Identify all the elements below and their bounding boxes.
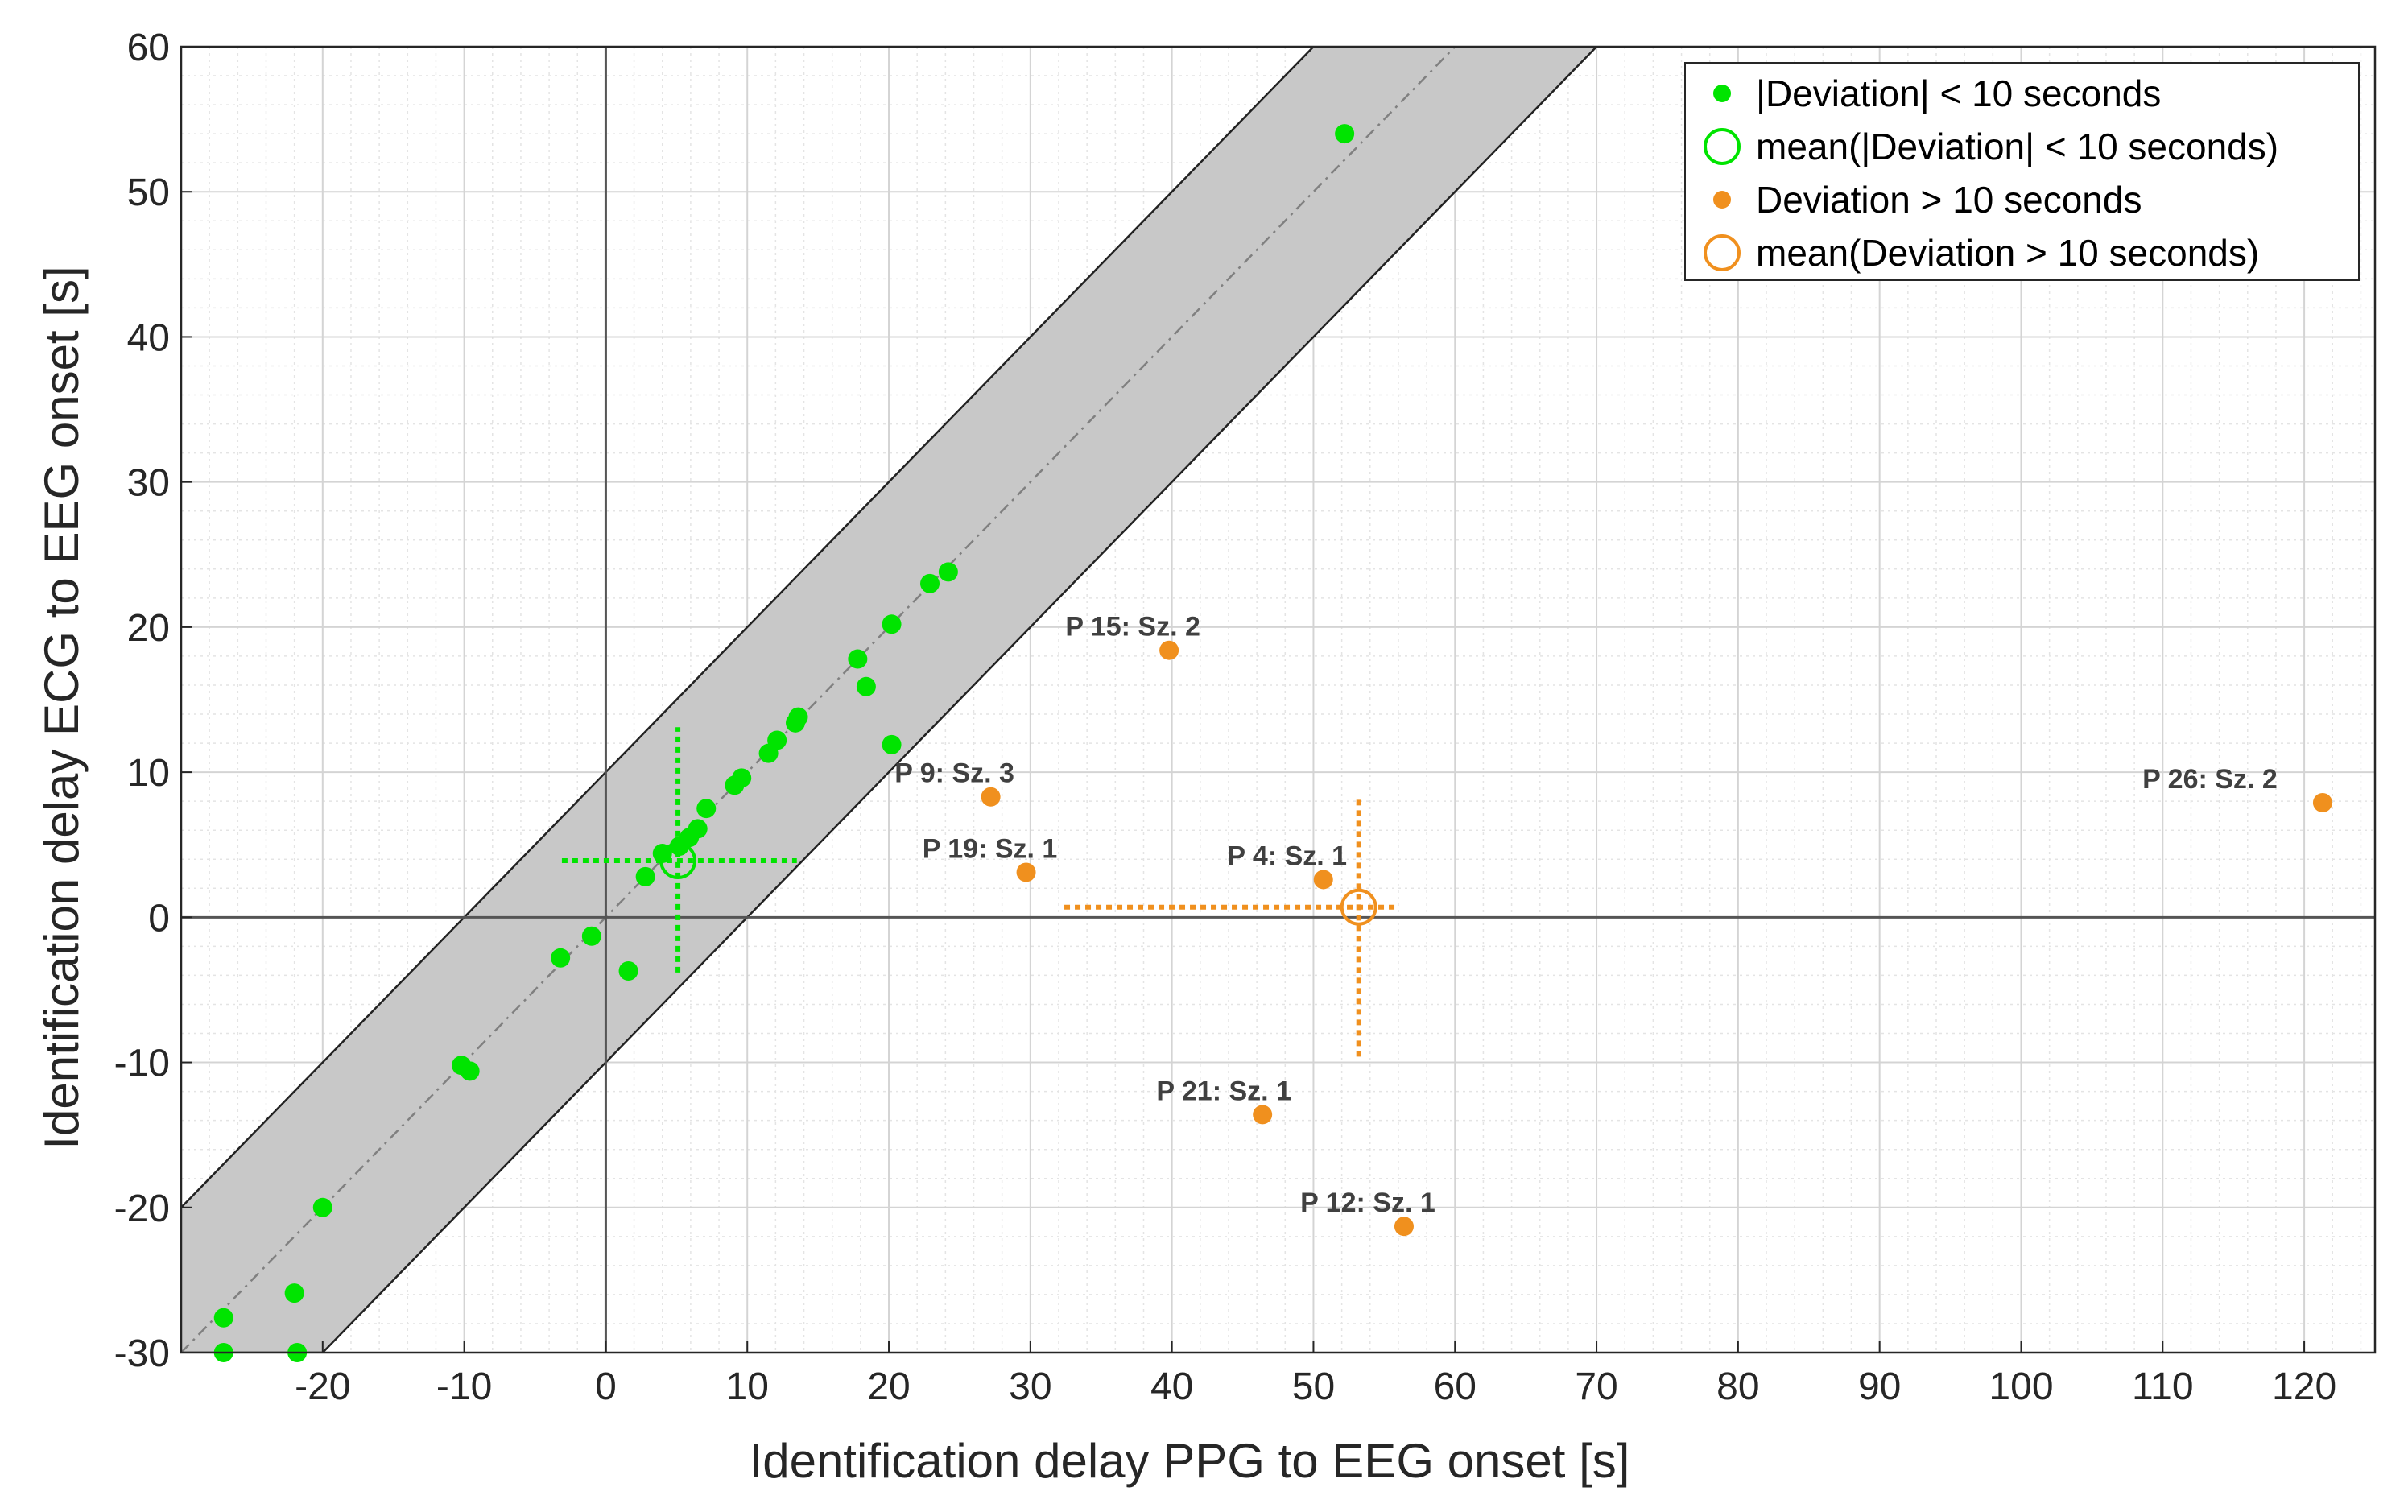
point-label: P 4: Sz. 1 xyxy=(1227,841,1347,871)
point-s0-4 xyxy=(848,649,868,669)
legend-entry-0: |Deviation| < 10 seconds xyxy=(1756,72,2161,114)
point-s1-2 xyxy=(1016,862,1036,882)
x-tick-label: -20 xyxy=(295,1365,350,1408)
x-tick-label: -10 xyxy=(436,1365,492,1408)
tolerance-band xyxy=(181,47,1598,1353)
point-s1-0 xyxy=(1159,640,1179,660)
point-s0-12 xyxy=(725,775,745,795)
point-s0-24 xyxy=(312,1197,332,1217)
x-tick-label: 50 xyxy=(1292,1365,1335,1408)
x-tick-label: 100 xyxy=(1989,1365,2053,1408)
point-s0-2 xyxy=(920,573,940,593)
point-s1-3 xyxy=(1313,870,1333,890)
point-annotations: P 15: Sz. 2 P 9: Sz. 3 P 19: Sz. 1 P 4: Sz.… xyxy=(894,612,2277,1218)
legend-symbol-1 xyxy=(1704,128,1741,165)
mean-marker-1 xyxy=(1340,888,1377,926)
y-tick-label: 10 xyxy=(127,752,170,795)
point-label: P 15: Sz. 2 xyxy=(1065,612,1200,642)
point-s0-26 xyxy=(213,1308,233,1328)
y-tick-label: -30 xyxy=(114,1332,170,1375)
x-tick-label: 20 xyxy=(867,1365,910,1408)
x-tick-label: 120 xyxy=(2272,1365,2336,1408)
point-s1-5 xyxy=(1394,1217,1414,1237)
point-label: P 9: Sz. 3 xyxy=(894,758,1014,789)
point-s0-9 xyxy=(758,743,779,763)
point-s0-21 xyxy=(551,948,571,968)
identity-line xyxy=(181,47,1456,1353)
y-tick-label: 0 xyxy=(148,897,170,940)
x-axis-label: Identification delay PPG to EEG onset [s… xyxy=(750,1434,1630,1488)
x-tick-label: 90 xyxy=(1858,1365,1901,1408)
x-tick-label: 60 xyxy=(1434,1365,1477,1408)
legend-entry-3: mean(Deviation > 10 seconds) xyxy=(1756,232,2259,274)
y-tick-label: 50 xyxy=(127,171,170,214)
x-tick-label: 110 xyxy=(2132,1365,2194,1408)
point-label: P 19: Sz. 1 xyxy=(923,833,1058,864)
point-s0-13 xyxy=(696,799,717,819)
point-label: P 12: Sz. 1 xyxy=(1300,1188,1435,1218)
y-tick-label: 60 xyxy=(127,27,170,69)
x-tick-label: 0 xyxy=(595,1365,617,1408)
legend-symbol-0 xyxy=(1713,85,1731,102)
legend-box xyxy=(1684,62,2360,281)
point-s0-18 xyxy=(635,866,655,886)
point-s0-7 xyxy=(786,713,805,733)
point-label: P 26: Sz. 2 xyxy=(2142,764,2278,795)
point-s0-10 xyxy=(882,734,902,754)
x-tick-label: 80 xyxy=(1716,1365,1759,1408)
point-s1-4 xyxy=(1253,1105,1273,1125)
plot-frame xyxy=(180,45,2377,1354)
point-s0-25 xyxy=(284,1283,304,1303)
legend-entry-2: Deviation > 10 seconds xyxy=(1756,179,2142,221)
y-tick-label: -10 xyxy=(114,1043,170,1085)
point-s0-3 xyxy=(882,614,902,634)
tolerance-band-area xyxy=(181,47,1598,1353)
plot-border xyxy=(180,45,2377,1354)
point-s0-23 xyxy=(460,1061,480,1081)
data-points xyxy=(213,124,2332,1362)
x-tick-label: 40 xyxy=(1150,1365,1193,1408)
y-axis-label: Identification delay ECG to EEG onset [s… xyxy=(35,266,89,1149)
point-s1-1 xyxy=(981,787,1001,807)
y-tick-label: 20 xyxy=(127,607,170,650)
point-s0-16 xyxy=(669,837,689,857)
point-s0-0 xyxy=(1335,124,1355,144)
y-tick-label: 40 xyxy=(127,316,170,359)
y-tick-label: 30 xyxy=(127,462,170,505)
legend: |Deviation| < 10 seconds mean(|Deviation|… xyxy=(1684,62,2360,281)
y-tick-label: -20 xyxy=(114,1188,170,1230)
legend-symbol-2 xyxy=(1713,191,1731,209)
legend-entry-1: mean(|Deviation| < 10 seconds) xyxy=(1756,126,2278,167)
zero-lines xyxy=(181,47,2375,1353)
x-tick-label: 70 xyxy=(1575,1365,1617,1408)
point-label: P 21: Sz. 1 xyxy=(1156,1076,1291,1106)
legend-symbol-3 xyxy=(1704,234,1741,271)
point-s0-19 xyxy=(581,926,601,946)
x-tick-label: 30 xyxy=(1009,1365,1051,1408)
point-s0-20 xyxy=(618,961,638,981)
x-tick-label: 10 xyxy=(726,1365,769,1408)
point-s0-17 xyxy=(652,844,672,864)
point-s0-5 xyxy=(856,676,876,696)
point-s0-1 xyxy=(938,562,958,582)
point-s1-6 xyxy=(2312,792,2332,812)
tick-labels: -20 -10 0 10 20 30 40 50 60 70 80 90 100 110 120-30-20… xyxy=(114,27,2337,1408)
